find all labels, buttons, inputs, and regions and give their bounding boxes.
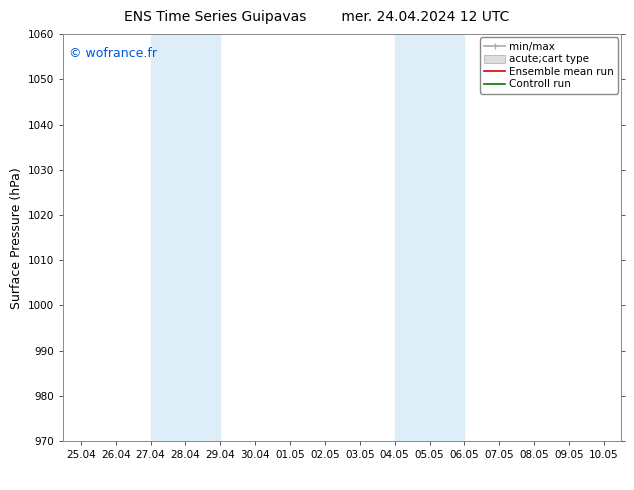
Y-axis label: Surface Pressure (hPa): Surface Pressure (hPa) xyxy=(10,167,23,309)
Text: ENS Time Series Guipavas        mer. 24.04.2024 12 UTC: ENS Time Series Guipavas mer. 24.04.2024… xyxy=(124,10,510,24)
Bar xyxy=(150,34,221,441)
Legend: min/max, acute;cart type, Ensemble mean run, Controll run: min/max, acute;cart type, Ensemble mean … xyxy=(480,37,618,94)
Text: © wofrance.fr: © wofrance.fr xyxy=(69,47,157,59)
Bar xyxy=(394,34,464,441)
